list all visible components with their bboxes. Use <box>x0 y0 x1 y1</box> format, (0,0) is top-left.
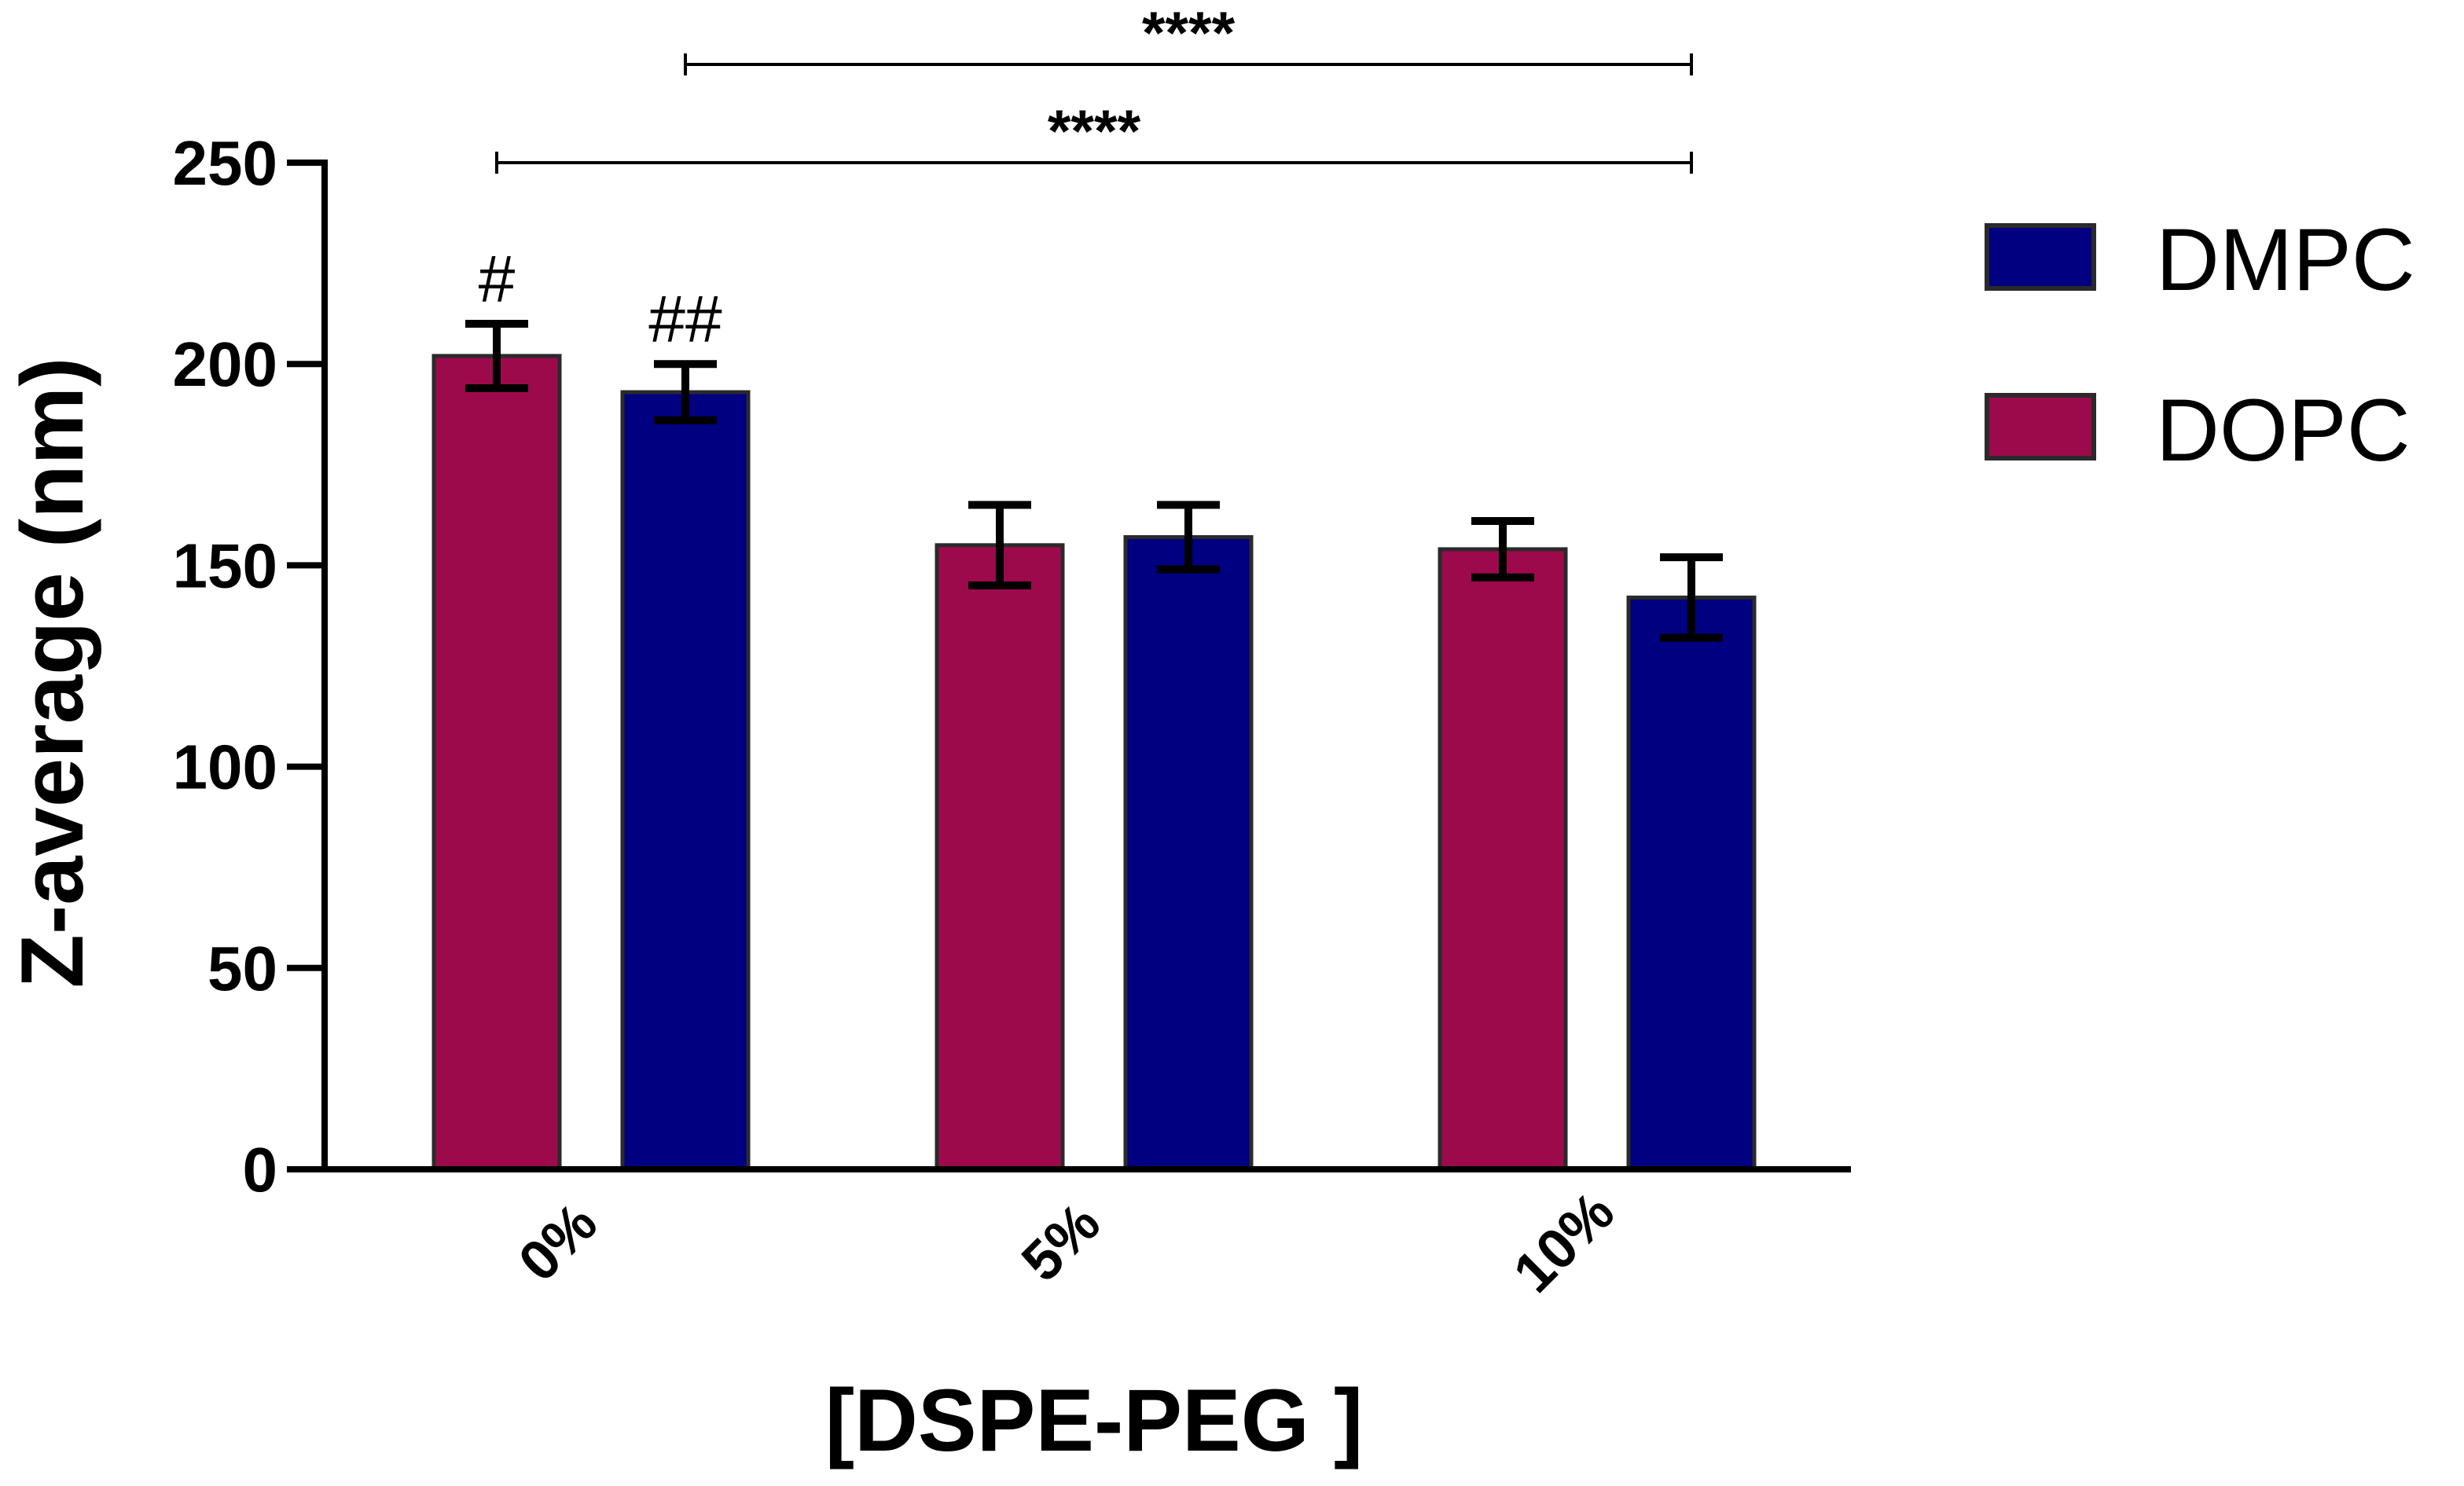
error-bars-layer <box>465 319 1723 642</box>
legend-swatch-dmpc <box>1985 223 2096 291</box>
axes-layer <box>321 160 1851 1172</box>
x-axis-title: [DSPE-PEG ] <box>825 1371 1364 1469</box>
significance-label-1: **** <box>1142 0 1236 67</box>
x-categories-layer: 0% 5% 10% <box>507 1180 1626 1304</box>
error-bar-dmpc-0 <box>654 360 717 424</box>
legend-label-dmpc: DMPC <box>2156 211 2415 309</box>
x-tick-label-0: 0% <box>507 1191 609 1293</box>
significance-bracket-1 <box>684 53 1693 75</box>
significance-bracket-2 <box>495 152 1693 174</box>
significance-marker-1: # <box>479 242 516 316</box>
bar-dopc-10 <box>1438 547 1568 1172</box>
significance-marker-2: ## <box>648 282 722 356</box>
error-bar-dmpc-10 <box>1660 553 1723 642</box>
bar-dmpc-10 <box>1626 595 1757 1172</box>
bars-layer <box>431 354 1757 1172</box>
y-tick-label-150: 150 <box>173 530 277 600</box>
bar-dopc-0 <box>431 354 562 1172</box>
legend-item-dmpc: DMPC <box>1985 211 2415 309</box>
bar-dopc-5 <box>935 543 1065 1172</box>
bar-dmpc-0 <box>620 390 751 1172</box>
significance-label-2: **** <box>1048 98 1141 165</box>
legend-item-dopc: DOPC <box>1985 381 2411 479</box>
x-tick-label-10: 10% <box>1502 1180 1626 1304</box>
legend-swatch-dopc <box>1985 393 2096 460</box>
legend-label-dopc: DOPC <box>2156 381 2411 479</box>
error-bar-dopc-5 <box>968 501 1031 590</box>
annotations-layer: ###******** <box>479 0 1693 356</box>
error-bar-dopc-0 <box>465 319 528 392</box>
y-tick-label-100: 100 <box>173 732 277 802</box>
y-tick-label-200: 200 <box>173 329 277 399</box>
bar-dmpc-5 <box>1123 535 1254 1172</box>
error-bar-dmpc-5 <box>1157 501 1220 574</box>
y-tick-label-250: 250 <box>173 128 277 198</box>
x-tick-label-5: 5% <box>1010 1191 1112 1293</box>
y-ticks-layer: 0 50 100 150 200 250 <box>173 128 325 1205</box>
y-tick-label-0: 0 <box>243 1135 278 1205</box>
error-bar-dopc-10 <box>1471 517 1534 582</box>
legend: DMPC DOPC <box>1985 211 2415 479</box>
y-tick-label-50: 50 <box>207 934 277 1004</box>
y-axis-title: Z-average (nm) <box>3 358 101 989</box>
